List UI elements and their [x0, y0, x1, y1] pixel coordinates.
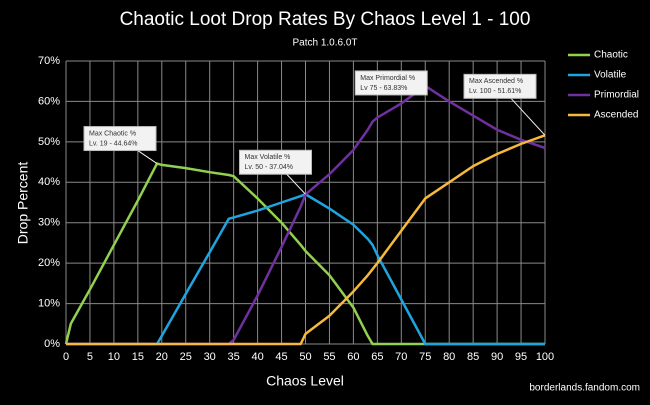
x-tick-label: 80 [443, 351, 455, 363]
annotation-text: Max Volatile % [245, 154, 291, 161]
annotation-box [239, 149, 312, 175]
annotation-box [463, 73, 537, 99]
annotation-box [354, 70, 428, 96]
x-tick-label: 95 [515, 351, 527, 363]
legend-label: Volatile [594, 70, 627, 81]
y-tick-label: 20% [38, 257, 60, 269]
x-tick-label: 70 [395, 351, 407, 363]
y-tick-label: 60% [38, 95, 60, 107]
y-tick-label: 0% [44, 338, 60, 350]
x-tick-label: 40 [251, 351, 263, 363]
annotation-text: Lv. 100 - 51.61% [469, 88, 521, 95]
annotation-text: Lv. 50 - 37.04% [245, 164, 294, 171]
y-tick-label: 50% [38, 136, 60, 148]
y-tick-label: 10% [38, 297, 60, 309]
x-tick-label: 45 [275, 351, 287, 363]
x-tick-label: 90 [491, 351, 503, 363]
x-tick-label: 100 [536, 351, 554, 363]
y-tick-label: 40% [38, 176, 60, 188]
annotation-box [83, 126, 157, 152]
x-tick-label: 20 [156, 351, 168, 363]
annotation-text: Lv 75 - 63.83% [360, 85, 407, 92]
y-axis-label: Drop Percent [15, 162, 31, 245]
series-line [66, 134, 546, 346]
x-tick-label: 0 [63, 351, 69, 363]
source: borderlands.fandom.com [529, 383, 640, 394]
x-tick-label: 5 [87, 351, 93, 363]
x-tick-label: 65 [371, 351, 383, 363]
x-tick-label: 75 [419, 351, 431, 363]
y-tick-label: 70% [38, 55, 60, 67]
chart-title: Chaotic Loot Drop Rates By Chaos Level 1… [120, 9, 531, 30]
x-tick-label: 60 [347, 351, 359, 363]
annotation-text: Max Primordial % [360, 75, 415, 82]
legend-label: Ascended [594, 110, 638, 121]
annotation-text: Lv. 19 - 44.64% [89, 140, 138, 147]
x-axis-label: Chaos Level [266, 373, 344, 389]
x-tick-label: 30 [204, 351, 216, 363]
x-tick-label: 35 [228, 351, 240, 363]
annotation-text: Max Ascended % [469, 78, 523, 85]
x-tick-label: 50 [299, 351, 311, 363]
annotation-text: Max Chaotic % [89, 130, 136, 137]
y-tick-label: 30% [38, 217, 60, 229]
legend-label: Primordial [594, 90, 639, 101]
legend-label: Chaotic [594, 50, 628, 61]
chart-subtitle: Patch 1.0.6.0T [292, 38, 357, 49]
x-tick-label: 10 [108, 351, 120, 363]
x-tick-label: 15 [132, 351, 144, 363]
x-tick-label: 25 [180, 351, 192, 363]
x-tick-label: 55 [323, 351, 335, 363]
x-tick-label: 85 [467, 351, 479, 363]
